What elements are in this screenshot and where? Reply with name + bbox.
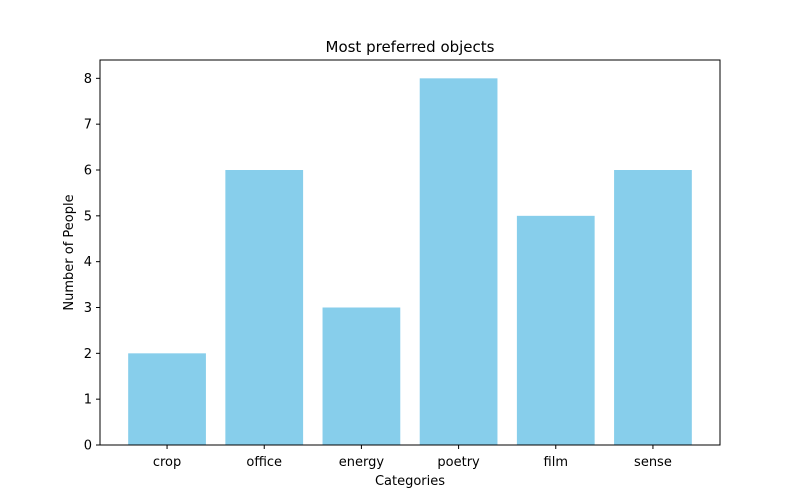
bar-film <box>516 215 595 445</box>
bar-crop <box>128 353 206 445</box>
y-tick-label: 6 <box>84 164 92 179</box>
bars-group <box>128 78 692 445</box>
x-axis-ticks: crop office energy poetry film sense <box>153 445 672 470</box>
x-tick-label: office <box>246 455 282 470</box>
x-tick-label: energy <box>339 455 385 470</box>
y-tick-label: 2 <box>84 347 92 362</box>
bar-office <box>225 170 304 445</box>
bar-energy <box>322 307 401 445</box>
plot-area-frame <box>99 59 721 446</box>
y-tick-label: 8 <box>84 72 92 87</box>
x-axis-label: Categories <box>375 474 445 489</box>
bar-poetry <box>419 78 498 445</box>
y-tick-label: 0 <box>84 439 92 454</box>
y-tick-label: 7 <box>84 118 92 133</box>
x-tick-label: film <box>544 455 568 470</box>
y-axis-label: Number of People <box>62 194 77 310</box>
y-tick-label: 4 <box>84 255 92 270</box>
bar-sense <box>614 170 692 445</box>
y-axis-ticks: 0 1 2 3 4 5 6 7 8 <box>84 72 100 454</box>
y-tick-label: 3 <box>84 301 92 316</box>
x-tick-label: crop <box>153 455 181 470</box>
y-tick-label: 5 <box>84 209 92 224</box>
x-tick-label: poetry <box>437 455 480 470</box>
y-tick-label: 1 <box>84 393 92 408</box>
chart-title: Most preferred objects <box>326 38 495 56</box>
x-tick-label: sense <box>634 455 672 470</box>
